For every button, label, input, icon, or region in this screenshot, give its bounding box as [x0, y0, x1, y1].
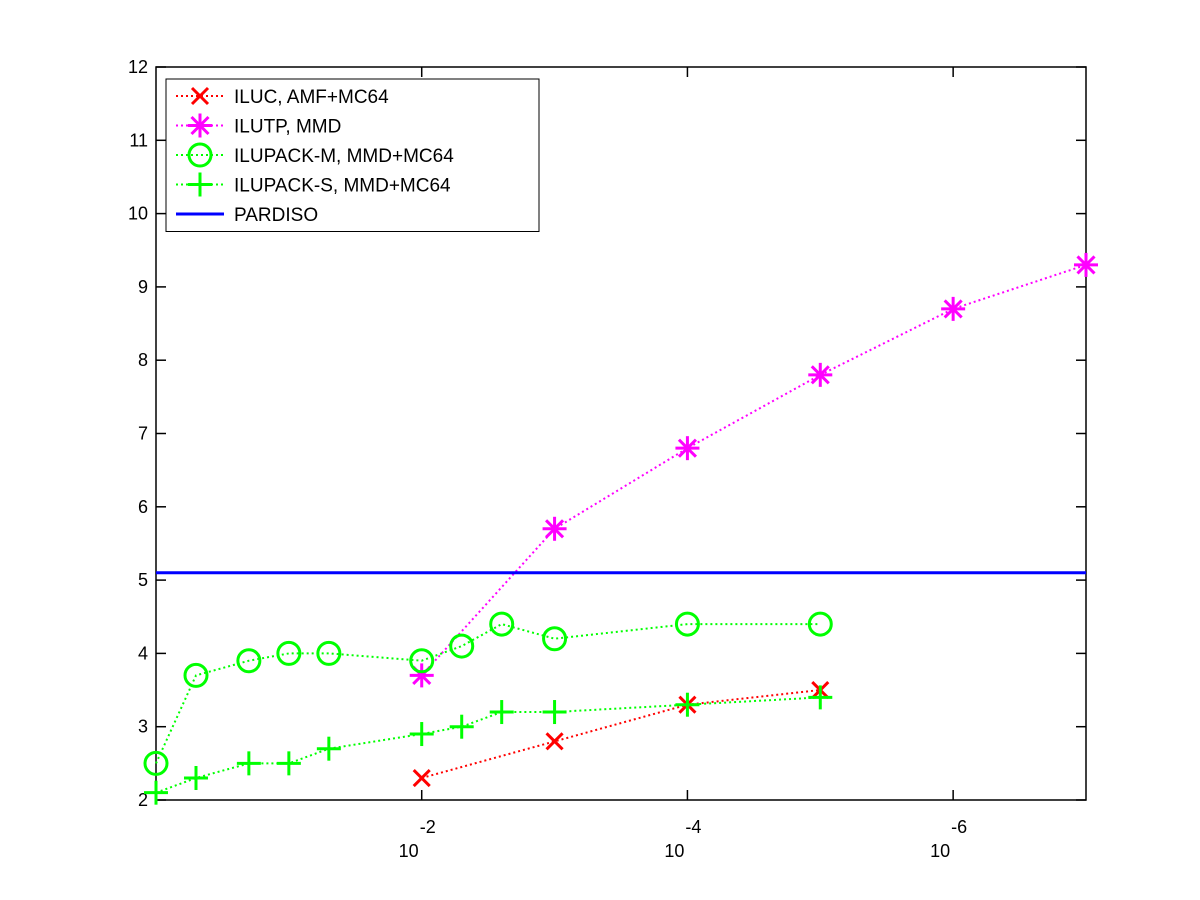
marker-stroke — [677, 438, 697, 458]
legend-entry: ILUPACK-S, MMD+MC64 — [176, 172, 451, 197]
data-point — [316, 640, 342, 666]
marker-stroke — [943, 299, 963, 319]
data-point — [276, 640, 302, 666]
data-point — [542, 516, 567, 541]
series-layer — [143, 252, 1098, 805]
marker-stroke — [190, 86, 210, 106]
marker-stroke — [412, 768, 431, 788]
legend-marker — [188, 113, 212, 138]
marker-circle — [236, 648, 262, 674]
legend-box — [165, 78, 540, 232]
data-point — [316, 736, 341, 761]
legend-label: ILUTP, MMD — [234, 117, 341, 138]
data-point — [941, 296, 966, 321]
data-point — [236, 751, 261, 776]
marker-circle — [807, 611, 833, 637]
data-point — [489, 700, 514, 725]
y-tick-label: 12 — [128, 57, 148, 77]
x-tick-label-exponent: -6 — [951, 817, 967, 837]
y-tick-label: 6 — [138, 497, 148, 517]
data-point — [144, 780, 168, 805]
series-iluc-amf-mc64 — [412, 680, 830, 788]
data-point — [409, 722, 434, 747]
legend-label: PARDISO — [234, 205, 318, 226]
legend-label: ILUC, AMF+MC64 — [234, 87, 389, 108]
data-point — [542, 626, 568, 652]
data-point — [449, 633, 475, 659]
legend-marker — [187, 142, 213, 168]
marker-circle — [674, 611, 700, 637]
data-point — [675, 692, 700, 717]
y-tick-label: 2 — [138, 790, 148, 810]
y-tick-label: 10 — [128, 204, 148, 224]
y-tick-label: 7 — [138, 424, 148, 444]
marker-circle — [316, 640, 342, 666]
marker-circle — [489, 611, 515, 637]
marker-stroke — [545, 732, 564, 751]
data-point — [675, 436, 700, 461]
x-tick-label-exponent: -2 — [420, 817, 436, 837]
data-point — [236, 648, 262, 674]
x-tick-label-base: 10 — [664, 841, 684, 861]
y-tick-label: 9 — [138, 277, 148, 297]
data-point — [542, 700, 567, 725]
data-point — [143, 750, 169, 776]
x-tick-label-base: 10 — [399, 841, 419, 861]
data-point — [808, 362, 833, 387]
data-point — [409, 648, 435, 674]
marker-circle — [409, 648, 435, 674]
legend-label: ILUPACK-M, MMD+MC64 — [234, 146, 454, 167]
series-ilupack-m-mmd-mc64 — [143, 611, 833, 776]
legend-entry: ILUC, AMF+MC64 — [176, 86, 389, 108]
marker-circle — [187, 142, 213, 168]
legend-marker — [190, 86, 210, 106]
series-line — [421, 689, 821, 779]
marker-circle — [449, 633, 475, 659]
data-point — [183, 766, 208, 791]
x-tick-label-exponent: -4 — [685, 817, 701, 837]
data-point — [807, 611, 833, 637]
marker-stroke — [190, 115, 210, 136]
legend: ILUC, AMF+MC64 ILUTP, MMD ILUPACK-M, MMD+M… — [165, 78, 540, 232]
legend-entry: ILUPACK-M, MMD+MC64 — [176, 142, 454, 168]
marker-circle — [143, 750, 169, 776]
y-tick-label: 11 — [129, 130, 148, 150]
legend-entry: PARDISO — [176, 205, 318, 226]
marker-circle — [276, 640, 302, 666]
data-point — [276, 751, 301, 776]
y-tick-label: 4 — [138, 643, 148, 663]
legend-label: ILUPACK-S, MMD+MC64 — [234, 176, 451, 197]
marker-stroke — [545, 519, 565, 539]
y-tick-label: 3 — [138, 717, 148, 737]
series-line — [420, 263, 1087, 677]
marker-circle — [542, 626, 568, 652]
data-point — [183, 662, 209, 688]
data-point — [412, 768, 431, 788]
series-ilupack-s-mmd-mc64 — [144, 685, 833, 805]
data-point — [545, 732, 564, 751]
legend-marker — [188, 172, 212, 197]
legend-entry: ILUTP, MMD — [176, 113, 341, 138]
series-line — [155, 623, 821, 764]
marker-stroke — [810, 365, 830, 385]
data-point — [489, 611, 515, 637]
y-tick-label: 8 — [138, 350, 148, 370]
marker-circle — [183, 662, 209, 688]
data-point — [808, 685, 833, 710]
x-tick-label-base: 10 — [930, 841, 950, 861]
series-ilutp-mmd — [409, 252, 1098, 688]
data-point — [1074, 252, 1098, 277]
data-point — [449, 714, 474, 739]
y-tick-label: 5 — [138, 570, 148, 590]
marker-stroke — [1076, 255, 1096, 275]
data-point — [674, 611, 700, 637]
